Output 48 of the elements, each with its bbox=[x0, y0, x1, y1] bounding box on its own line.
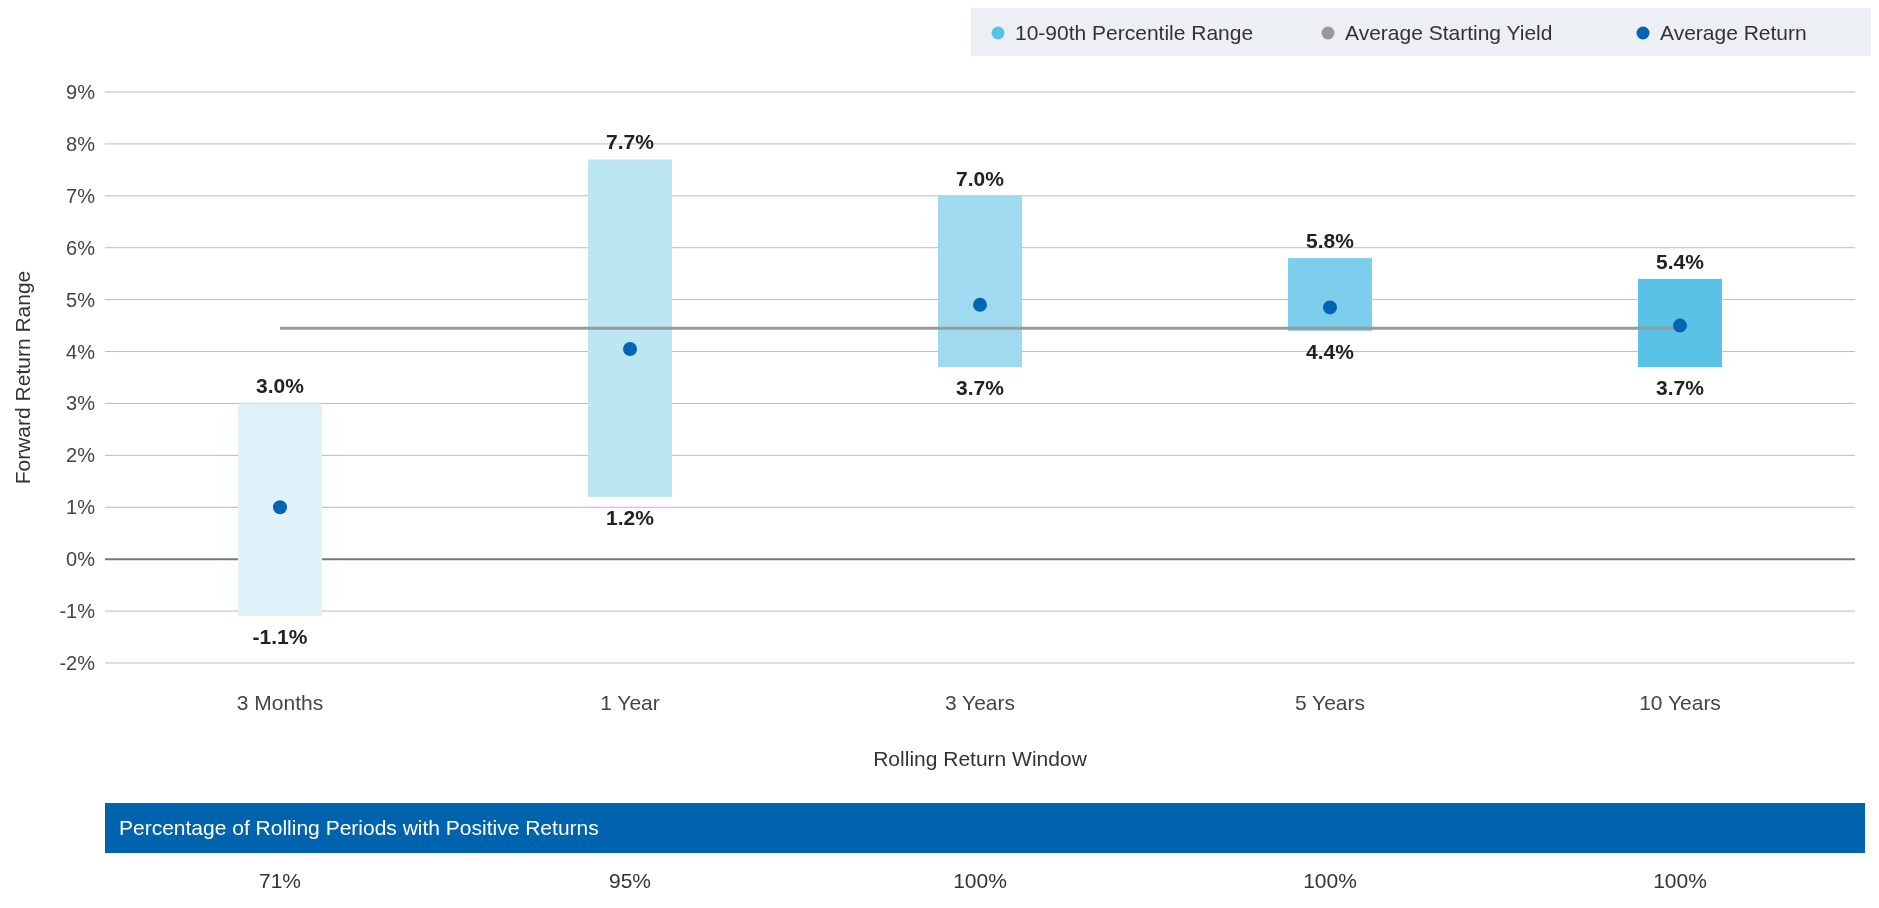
y-tick-label: 2% bbox=[66, 444, 96, 467]
y-tick-label: 8% bbox=[66, 132, 96, 155]
annotation: -1.1% bbox=[252, 625, 308, 649]
bar bbox=[1638, 278, 1722, 368]
text: 95% bbox=[608, 869, 652, 892]
annotation: 5.8% bbox=[1306, 229, 1355, 253]
x-tick-label: 10 Years bbox=[1639, 691, 1721, 714]
y-tick-label: -2% bbox=[59, 652, 96, 674]
x-tick-label: 5 Years bbox=[1294, 691, 1366, 714]
annotation: 7.0% bbox=[956, 166, 1005, 190]
y-tick-label: 9% bbox=[66, 81, 96, 103]
legend-label: Average Return bbox=[1660, 21, 1807, 44]
annotation: 7.7% bbox=[606, 130, 655, 154]
bar bbox=[1288, 258, 1372, 331]
text: 100% bbox=[1303, 869, 1357, 892]
point bbox=[973, 297, 987, 312]
point bbox=[1673, 318, 1687, 333]
point bbox=[1323, 300, 1337, 315]
x-tick-label: 3 Months bbox=[236, 691, 324, 714]
annotation: 5.4% bbox=[1656, 249, 1705, 273]
x-axis-title: Rolling Return Window bbox=[873, 747, 1088, 770]
point bbox=[623, 341, 637, 356]
y-tick-label: 3% bbox=[66, 392, 96, 415]
text: Percentage of Rolling Periods with Positive Returns bbox=[119, 816, 599, 839]
annotation: 3.0% bbox=[256, 374, 305, 398]
y-tick-label: 4% bbox=[66, 340, 96, 363]
x-tick-label: 3 Years bbox=[944, 691, 1016, 714]
text: 71% bbox=[258, 869, 302, 892]
y-tick-label: 6% bbox=[66, 236, 96, 259]
bar bbox=[588, 159, 672, 497]
legend-label: Average Starting Yield bbox=[1345, 21, 1553, 44]
y-tick-label: 1% bbox=[66, 496, 96, 519]
bar bbox=[938, 195, 1022, 368]
legend-label: 10-90th Percentile Range bbox=[1015, 21, 1254, 44]
annotation: 4.4% bbox=[1306, 339, 1355, 363]
text: 100% bbox=[1653, 869, 1707, 892]
y-tick-label: -1% bbox=[59, 600, 96, 623]
y-tick-label: 5% bbox=[66, 288, 96, 311]
annotation: 3.7% bbox=[956, 376, 1005, 400]
annotation: 3.7% bbox=[1656, 376, 1705, 400]
y-tick-label: 0% bbox=[66, 548, 96, 571]
bar bbox=[238, 403, 322, 617]
annotation: 1.2% bbox=[606, 505, 655, 529]
y-axis-title: Forward Return Range bbox=[11, 270, 34, 485]
x-tick-label: 1 Year bbox=[600, 691, 660, 714]
y-tick-label: 7% bbox=[66, 184, 96, 207]
text: 100% bbox=[953, 869, 1007, 892]
point bbox=[273, 500, 287, 515]
